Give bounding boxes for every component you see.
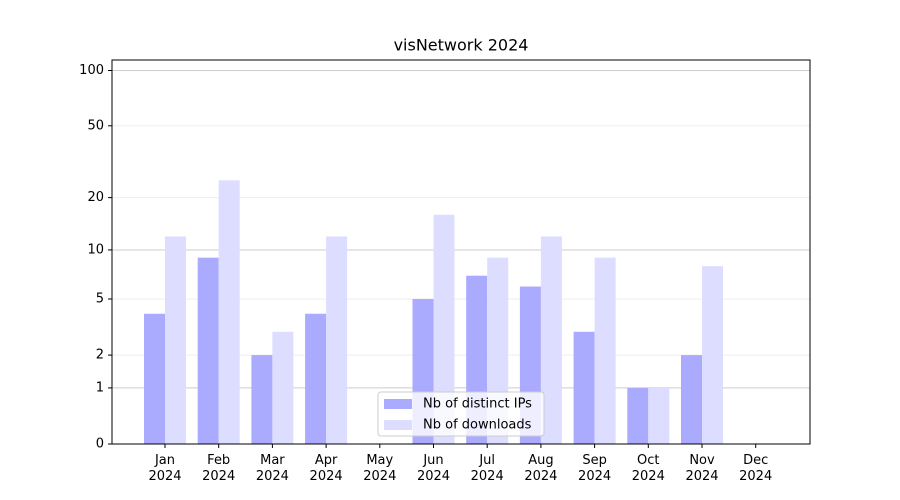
bar: [165, 236, 186, 444]
bar: [594, 257, 616, 444]
x-tick-label: Nov 2024: [685, 453, 719, 484]
chart-title: visNetwork 2024: [394, 36, 529, 55]
legend-label: Nb of distinct IPs: [423, 397, 532, 412]
bar: [627, 387, 649, 444]
bar: [272, 331, 294, 444]
bar: [218, 180, 240, 444]
y-tick-label: 100: [79, 63, 104, 78]
bar: [540, 236, 562, 444]
y-tick-label: 5: [96, 291, 104, 306]
x-tick-label: Apr 2024: [309, 453, 343, 484]
y-tick-label: 50: [87, 118, 104, 133]
bar: [144, 313, 165, 444]
legend: Nb of distinct IPs Nb of downloads: [377, 391, 545, 437]
bar: [305, 313, 327, 444]
bar: [433, 214, 455, 444]
y-tick-label: 2: [96, 348, 104, 363]
x-tick-label: May 2024: [363, 453, 397, 484]
bar: [648, 387, 670, 444]
y-tick-label: 20: [87, 190, 104, 205]
x-tick-label: Aug 2024: [524, 453, 558, 484]
x-tick-label: Jul 2024: [470, 453, 504, 484]
legend-box: [377, 391, 545, 437]
x-tick-label: Jun 2024: [416, 453, 451, 484]
bar: [681, 355, 702, 444]
bar: [197, 257, 219, 444]
x-tick-label: Jan 2024: [148, 453, 182, 484]
bar: [251, 355, 273, 444]
y-tick-label: 0: [96, 437, 104, 452]
x-tick-label: Mar 2024: [255, 453, 289, 484]
x-tick-label: Sep 2024: [578, 453, 612, 484]
legend-swatch: [384, 420, 412, 430]
legend-label: Nb of downloads: [423, 418, 532, 433]
bar: [702, 266, 723, 444]
y-tick-label: 10: [87, 242, 104, 257]
x-tick-label: Dec 2024: [739, 453, 773, 484]
y-tick-label: 1: [96, 380, 104, 395]
x-tick-label: Feb 2024: [202, 453, 236, 484]
x-tick-label: Oct 2024: [631, 453, 665, 484]
bar: [326, 236, 348, 444]
bar: [573, 331, 595, 444]
legend-swatch: [384, 399, 412, 409]
plot-frame: [111, 59, 811, 445]
